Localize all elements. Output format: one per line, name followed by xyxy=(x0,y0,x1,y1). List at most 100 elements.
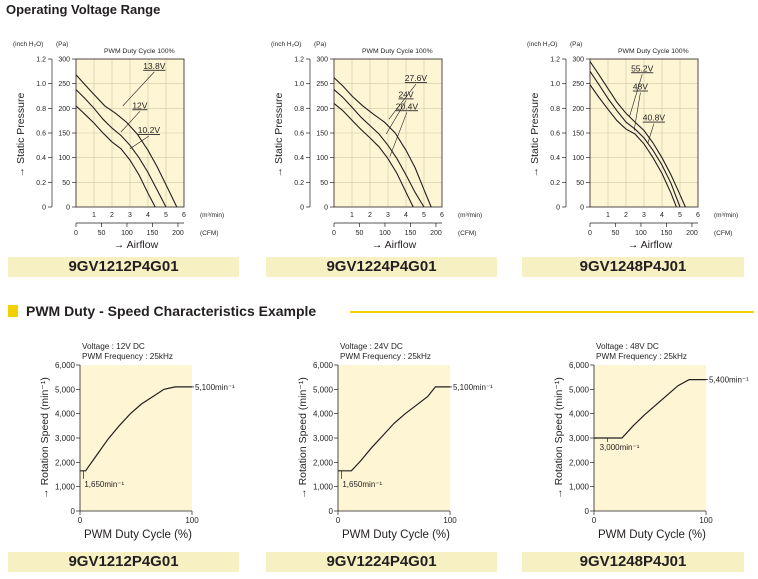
y-tick-label-pa: 150 xyxy=(58,131,70,138)
y-unit-pa: (Pa) xyxy=(570,41,582,48)
chart-note: PWM Duty Cycle 100% xyxy=(104,48,175,55)
x-tick-label-cfm: 150 xyxy=(405,230,417,237)
x-tick-label: 100 xyxy=(699,516,713,525)
x-tick-label-cfm: 150 xyxy=(147,230,159,237)
info-frequency: PWM Frequency : 25kHz xyxy=(340,352,431,361)
pq-chart-9GV1224P4G01: (inch H₂O) (Pa)PWM Duty Cycle 100%3002502… xyxy=(271,41,482,251)
y-tick-label-inch: 0.6 xyxy=(294,131,304,138)
series-line-10.2V xyxy=(75,105,156,208)
info-frequency: PWM Frequency : 25kHz xyxy=(82,352,173,361)
x-unit-m3: (m³/min) xyxy=(714,212,738,219)
series-label-48V: 48V xyxy=(633,82,648,92)
x-axis-title: PWM Duty Cycle (%) xyxy=(342,529,450,541)
series-label-13.8V: 13.8V xyxy=(143,61,166,71)
y-tick-label-pa: 200 xyxy=(58,106,70,113)
y-tick-label: 5,000 xyxy=(55,385,76,394)
annotation-max: 5,400min⁻¹ xyxy=(709,376,749,385)
annotation-min: 3,000min⁻¹ xyxy=(600,443,640,452)
y-tick-label: 4,000 xyxy=(569,410,590,419)
y-tick-label-pa: 100 xyxy=(572,155,584,162)
model-label-pq-1: 9GV1212P4G01 xyxy=(8,257,239,277)
x-tick-label-cfm: 0 xyxy=(588,230,592,237)
speed-curve xyxy=(594,378,706,439)
y-tick-label-inch: 0 xyxy=(42,205,46,212)
series-label-12V: 12V xyxy=(132,100,147,110)
x-tick-label: 0 xyxy=(78,516,83,525)
y-axis-title: → Rotation Speed (min⁻¹) xyxy=(553,377,565,499)
annotation-leader xyxy=(647,123,655,144)
series-line-20.4V xyxy=(333,102,414,208)
model-label-pq-2: 9GV1224P4G01 xyxy=(266,257,497,277)
plot-area xyxy=(338,365,450,511)
series-label-24V: 24V xyxy=(398,89,413,99)
y-unit-inch: (inch H₂O) xyxy=(271,41,301,48)
x-unit-cfm: (CFM) xyxy=(200,230,218,237)
y-tick-label: 3,000 xyxy=(313,434,334,443)
x-tick-label-m3: 1 xyxy=(606,212,610,219)
y-tick-label: 4,000 xyxy=(55,410,76,419)
x-tick-label-cfm: 100 xyxy=(121,230,133,237)
series-label-40.8V: 40.8V xyxy=(643,113,666,123)
x-tick-label: 100 xyxy=(185,516,199,525)
x-tick-label-cfm: 150 xyxy=(661,230,673,237)
y-unit-pa: (Pa) xyxy=(56,41,68,48)
annotation-min: 1,650min⁻¹ xyxy=(342,480,382,489)
x-tick-label-m3: 3 xyxy=(128,212,132,219)
y-tick-label: 6,000 xyxy=(55,361,76,370)
x-tick-label-m3: 1 xyxy=(350,212,354,219)
x-axis-title: → Airflow xyxy=(628,239,673,251)
x-axis-title: PWM Duty Cycle (%) xyxy=(598,529,706,541)
y-tick-label-inch: 0.4 xyxy=(550,155,560,162)
model-label-duty-3: 9GV1248P4J01 xyxy=(522,552,744,572)
annotation-leader xyxy=(120,111,141,133)
series-line-48V xyxy=(589,70,681,208)
x-tick-label-cfm: 50 xyxy=(612,230,620,237)
x-unit-cfm: (CFM) xyxy=(714,230,732,237)
x-tick-label-cfm: 50 xyxy=(98,230,106,237)
y-tick-label-inch: 0.8 xyxy=(294,106,304,113)
y-tick-label-inch: 0.2 xyxy=(36,180,46,187)
x-tick-label-m3: 5 xyxy=(422,212,426,219)
info-voltage: Voltage : 24V DC xyxy=(340,342,403,351)
annotation-leader xyxy=(122,71,155,107)
y-tick-label-inch: 0.6 xyxy=(550,131,560,138)
series-line-24V xyxy=(333,89,425,208)
y-tick-label-pa: 200 xyxy=(572,106,584,113)
pq-chart-9GV1248P4J01: (inch H₂O) (Pa)PWM Duty Cycle 100%3002502… xyxy=(527,41,738,251)
x-tick-label: 0 xyxy=(336,516,341,525)
y-tick-label: 3,000 xyxy=(55,434,76,443)
page-title: Operating Voltage Range xyxy=(6,2,161,17)
y-tick-label: 3,000 xyxy=(569,434,590,443)
series-label-27.6V: 27.6V xyxy=(405,73,428,83)
series-label-20.4V: 20.4V xyxy=(396,101,419,111)
y-tick-label-inch: 1.2 xyxy=(550,57,560,64)
x-unit-cfm: (CFM) xyxy=(458,230,476,237)
chart-note: PWM Duty Cycle 100% xyxy=(618,48,689,55)
section-divider xyxy=(350,311,754,313)
annotation-leader xyxy=(633,92,641,131)
y-tick-label: 0 xyxy=(585,507,590,516)
x-tick-label: 100 xyxy=(443,516,457,525)
section-title: PWM Duty - Speed Characteristics Example xyxy=(26,303,317,319)
series-line-55.2V xyxy=(589,61,686,208)
x-axis-title: PWM Duty Cycle (%) xyxy=(84,529,192,541)
model-label-duty-1: 9GV1212P4G01 xyxy=(8,552,239,572)
x-tick-label-cfm: 100 xyxy=(379,230,391,237)
y-axis-title: → Static Pressure xyxy=(529,93,541,178)
series-label-55.2V: 55.2V xyxy=(631,63,654,73)
y-tick-label-pa: 50 xyxy=(62,180,70,187)
pq-chart-9GV1212P4G01: (inch H₂O) (Pa)PWM Duty Cycle 100%3002502… xyxy=(13,41,224,251)
y-tick-label-inch: 1.2 xyxy=(294,57,304,64)
y-tick-label-inch: 1.2 xyxy=(36,57,46,64)
x-tick-label-cfm: 100 xyxy=(635,230,647,237)
x-tick-label-m3: 2 xyxy=(624,212,628,219)
y-axis-title: → Rotation Speed (min⁻¹) xyxy=(39,377,51,499)
y-tick-label-pa: 0 xyxy=(324,205,328,212)
y-tick-label-pa: 200 xyxy=(316,106,328,113)
y-tick-label: 1,000 xyxy=(569,483,590,492)
plot-area xyxy=(80,365,192,511)
y-tick-label-pa: 300 xyxy=(58,57,70,64)
y-tick-label: 2,000 xyxy=(313,458,334,467)
x-tick-label-m3: 3 xyxy=(386,212,390,219)
y-tick-label: 6,000 xyxy=(313,361,334,370)
